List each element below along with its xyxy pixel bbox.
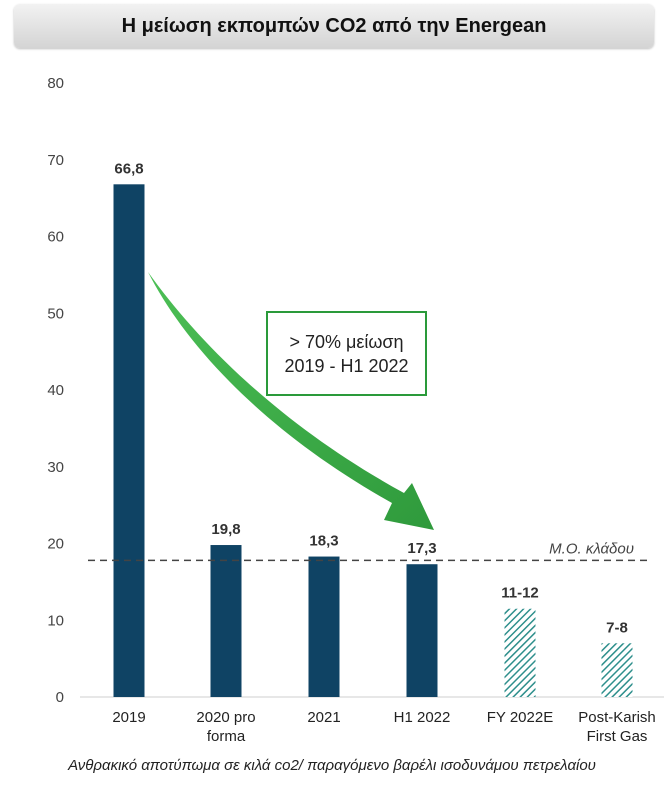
bar-value-label: 18,3 <box>309 533 338 550</box>
x-category-label: FY 2022E <box>487 709 553 726</box>
bar-value-label: 17,3 <box>407 540 436 557</box>
x-category-label: 2019 <box>112 709 145 726</box>
bar <box>406 564 438 697</box>
x-category-label: 2020 pro <box>196 709 255 726</box>
x-category-label: H1 2022 <box>394 709 451 726</box>
callout-line-1: > 70% μείωση <box>289 331 404 352</box>
industry-average-label: Μ.Ο. κλάδου <box>549 540 634 557</box>
y-tick-label: 60 <box>47 229 64 246</box>
x-category-label: First Gas <box>587 728 648 745</box>
bar-value-label: 11-12 <box>501 585 539 602</box>
bar-value-label: 7-8 <box>606 619 628 636</box>
bar-estimate <box>504 608 536 697</box>
x-category-label: 2021 <box>307 709 340 726</box>
unit-footnote: Ανθρακικό αποτύπωμα σε κιλά co2/ παραγόμ… <box>68 757 596 774</box>
y-tick-label: 50 <box>47 305 64 322</box>
reduction-callout: > 70% μείωση 2019 - H1 2022 <box>266 311 427 396</box>
x-category-label: Post-Karish <box>578 709 656 726</box>
y-tick-label: 40 <box>47 382 64 399</box>
y-tick-label: 30 <box>47 459 64 476</box>
x-category-label: forma <box>207 728 246 745</box>
chart-title: Η μείωση εκπομπών CO2 από την Energean <box>14 4 654 48</box>
y-tick-label: 80 <box>47 75 64 92</box>
callout-line-2: 2019 - H1 2022 <box>284 355 409 376</box>
bar-value-label: 19,8 <box>211 521 240 538</box>
bar-estimate <box>601 643 633 697</box>
bar <box>210 545 242 697</box>
y-tick-label: 0 <box>56 689 64 706</box>
y-tick-label: 10 <box>47 612 64 629</box>
y-tick-label: 70 <box>47 152 64 169</box>
y-tick-label: 20 <box>47 536 64 553</box>
bar <box>113 184 145 697</box>
bar <box>308 556 340 697</box>
bar-value-label: 66,8 <box>114 160 143 177</box>
reduction-arrow <box>148 272 434 530</box>
